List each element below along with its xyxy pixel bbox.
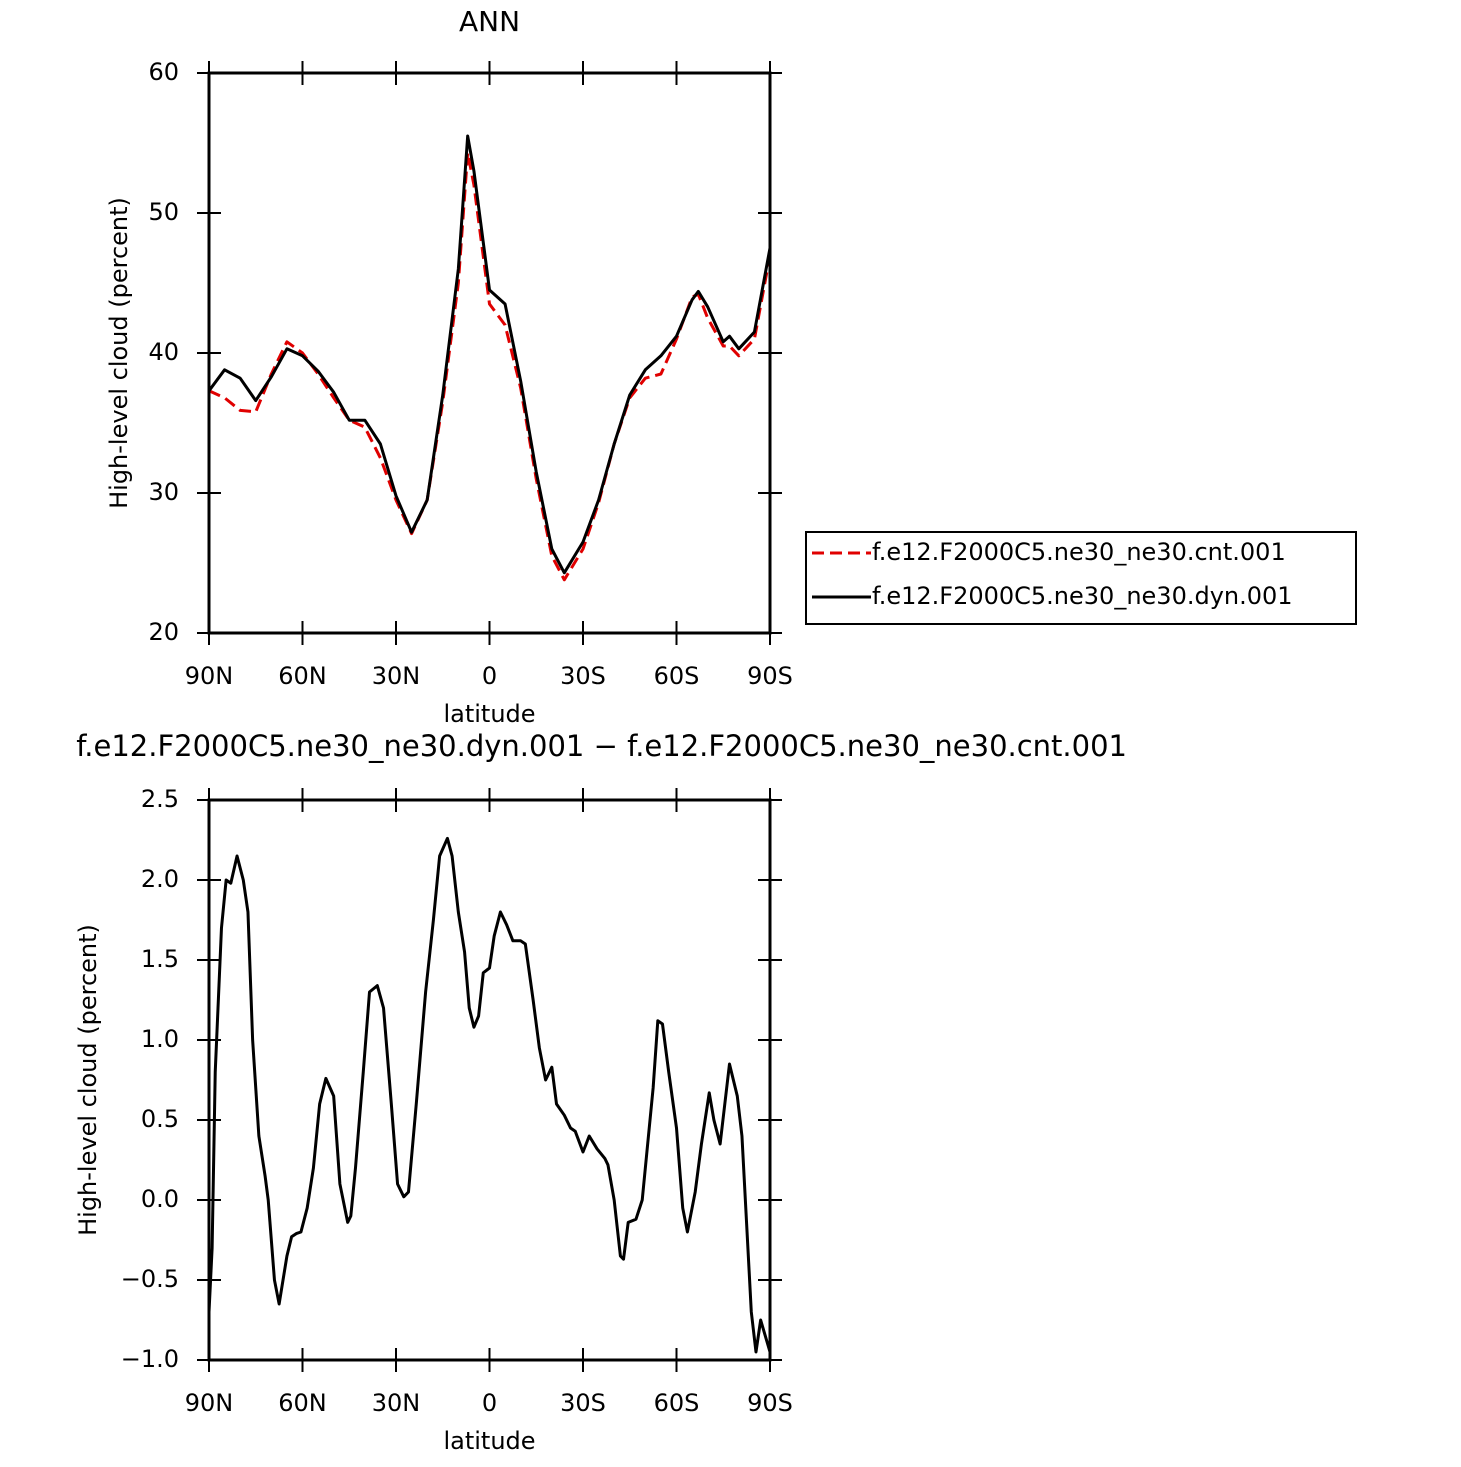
y-tick-label: 60 [148,58,179,86]
y-axis-title: High-level cloud (percent) [105,197,133,509]
plot-frame [207,798,772,1362]
data-line [207,836,772,1354]
y-tick-label: 50 [148,198,179,226]
y-tick-label: 30 [148,478,179,506]
data-line [208,151,772,582]
plot-frame [207,71,772,635]
x-axis-title: latitude [443,700,535,728]
y-tick-label: 40 [148,338,179,366]
legend-box [805,531,1357,625]
x-tick-label: 90N [185,1389,234,1417]
chart-title: f.e12.F2000C5.ne30_ne30.dyn.001 − f.e12.… [76,729,1127,763]
y-axis-title: High-level cloud (percent) [74,924,102,1236]
x-tick-label: 30S [560,1389,606,1417]
x-tick-label: 0 [482,1389,497,1417]
x-tick-label: 60S [654,1389,700,1417]
chart-title: ANN [459,5,520,38]
legend-label: f.e12.F2000C5.ne30_ne30.cnt.001 [872,538,1286,566]
x-tick-label: 90S [747,1389,793,1417]
x-tick-label: 90N [185,662,234,690]
x-tick-label: 90S [747,662,793,690]
y-tick-label: 20 [148,618,179,646]
y-tick-label: 2.0 [141,865,179,893]
x-axis-title: latitude [443,1427,535,1455]
y-tick-label: −1.0 [121,1345,179,1373]
y-tick-label: −0.5 [121,1265,179,1293]
data-line [207,134,772,575]
x-tick-label: 60S [654,662,700,690]
x-tick-label: 30N [372,662,421,690]
y-tick-label: 1.5 [141,945,179,973]
x-tick-label: 60N [278,662,327,690]
x-tick-label: 0 [482,662,497,690]
y-tick-label: 0.0 [141,1185,179,1213]
x-tick-label: 30S [560,662,606,690]
y-tick-label: 2.5 [141,785,179,813]
y-tick-label: 1.0 [141,1025,179,1053]
legend-label: f.e12.F2000C5.ne30_ne30.dyn.001 [872,582,1293,610]
y-tick-label: 0.5 [141,1105,179,1133]
x-tick-label: 30N [372,1389,421,1417]
x-tick-label: 60N [278,1389,327,1417]
